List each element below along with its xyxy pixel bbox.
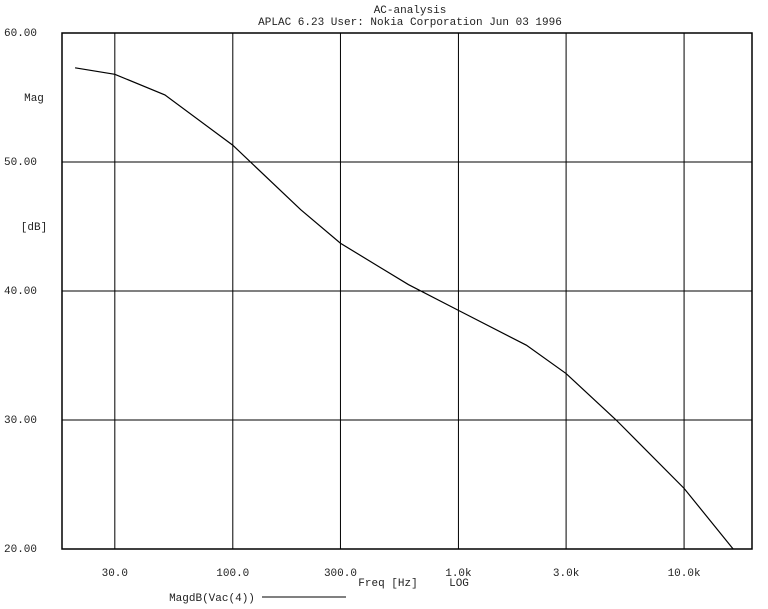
x-tick-label: 300.0: [324, 568, 357, 580]
legend-label: MagdB(Vac(4)): [169, 593, 255, 605]
x-tick-label: 100.0: [216, 568, 249, 580]
y-tick-label: 40.00: [4, 286, 37, 298]
x-scale-label: LOG: [449, 578, 469, 590]
x-tick-label: 10.0k: [668, 568, 701, 580]
x-tick-label: 3.0k: [553, 568, 580, 580]
chart-title: AC-analysis: [374, 5, 447, 17]
data-line: [74, 67, 734, 550]
y-unit-label: [dB]: [21, 222, 47, 234]
x-tick-label: 30.0: [102, 568, 128, 580]
chart-subtitle: APLAC 6.23 User: Nokia Corporation Jun 0…: [258, 17, 562, 29]
y-tick-label: 60.00: [4, 28, 37, 40]
x-tick-label: 1.0k: [445, 568, 472, 580]
y-tick-label: 30.00: [4, 415, 37, 427]
x-label: Freq [Hz]: [358, 578, 417, 590]
y-label: Mag: [24, 93, 44, 105]
y-tick-label: 20.00: [4, 544, 37, 556]
y-tick-label: 50.00: [4, 157, 37, 169]
